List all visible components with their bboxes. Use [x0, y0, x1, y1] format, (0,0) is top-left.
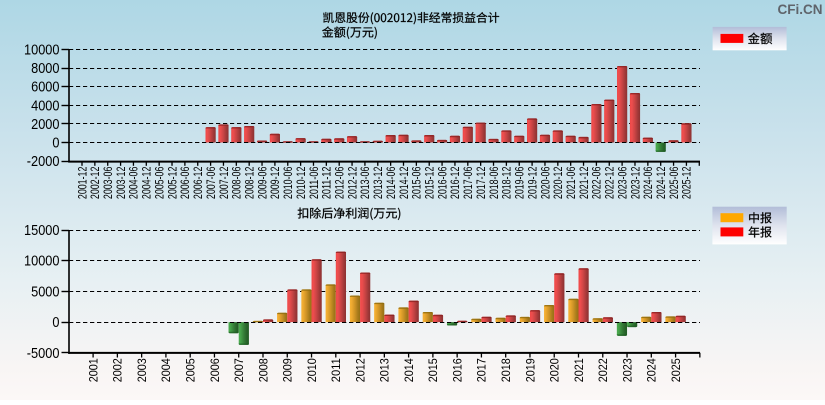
svg-text:2015-06: 2015-06: [412, 167, 424, 200]
svg-text:4000: 4000: [31, 98, 59, 114]
svg-text:2005-06: 2005-06: [155, 167, 167, 200]
svg-text:0: 0: [52, 136, 59, 152]
svg-text:2019-06: 2019-06: [515, 167, 527, 200]
svg-text:2008-06: 2008-06: [232, 167, 244, 200]
svg-text:2006-06: 2006-06: [180, 167, 192, 200]
svg-text:2022-06: 2022-06: [592, 167, 604, 200]
svg-text:2015-12: 2015-12: [425, 167, 437, 200]
svg-text:2002-12: 2002-12: [90, 167, 102, 200]
svg-text:2021-12: 2021-12: [579, 167, 591, 200]
svg-text:2018-06: 2018-06: [489, 167, 501, 200]
svg-text:2004: 2004: [161, 358, 173, 383]
svg-text:2000: 2000: [31, 117, 59, 133]
svg-text:2020: 2020: [550, 358, 562, 382]
svg-text:2011: 2011: [331, 358, 343, 382]
svg-text:10000: 10000: [24, 43, 60, 59]
svg-text:2004-12: 2004-12: [142, 167, 154, 200]
svg-text:2008-12: 2008-12: [245, 167, 257, 200]
svg-text:6000: 6000: [31, 80, 59, 96]
svg-text:2002: 2002: [113, 358, 125, 382]
svg-text:2014-12: 2014-12: [399, 167, 411, 200]
svg-text:2010: 2010: [307, 358, 319, 382]
svg-text:2022-12: 2022-12: [605, 167, 617, 200]
svg-text:2006-12: 2006-12: [193, 167, 205, 200]
svg-text:2016-12: 2016-12: [450, 167, 462, 200]
svg-text:2018: 2018: [501, 358, 513, 382]
svg-text:2021-06: 2021-06: [566, 167, 578, 200]
svg-text:2011-12: 2011-12: [322, 167, 334, 200]
svg-text:2007-12: 2007-12: [219, 167, 231, 200]
svg-text:2009: 2009: [283, 358, 295, 382]
svg-text:2016: 2016: [452, 358, 464, 382]
svg-text:2005-12: 2005-12: [167, 167, 179, 200]
svg-text:2025-06: 2025-06: [669, 167, 681, 200]
svg-text:2019-12: 2019-12: [527, 167, 539, 200]
svg-text:2012: 2012: [355, 358, 367, 382]
svg-text:2013-06: 2013-06: [360, 167, 372, 200]
svg-text:-2000: -2000: [27, 154, 60, 170]
svg-text:2023-06: 2023-06: [617, 167, 629, 200]
svg-text:2020-06: 2020-06: [540, 167, 552, 200]
svg-text:2020-12: 2020-12: [553, 167, 565, 200]
svg-text:2016-06: 2016-06: [437, 167, 449, 200]
svg-text:2025: 2025: [671, 358, 683, 382]
svg-text:2011-06: 2011-06: [309, 167, 321, 200]
svg-text:8000: 8000: [31, 61, 59, 77]
svg-text:2014-06: 2014-06: [386, 167, 398, 200]
svg-text:2023: 2023: [622, 358, 634, 382]
svg-text:2003-06: 2003-06: [103, 167, 115, 200]
svg-text:2007-06: 2007-06: [206, 167, 218, 200]
svg-text:2006: 2006: [210, 358, 222, 382]
svg-text:2004-06: 2004-06: [129, 167, 141, 200]
svg-text:CFi.CN: CFi.CN: [778, 2, 823, 17]
svg-text:2017: 2017: [477, 358, 489, 382]
svg-text:0: 0: [52, 315, 59, 331]
svg-text:2005: 2005: [186, 358, 198, 382]
svg-text:10000: 10000: [24, 254, 60, 270]
svg-text:2009-12: 2009-12: [270, 167, 282, 200]
svg-text:2017-12: 2017-12: [476, 167, 488, 200]
svg-text:2008: 2008: [258, 358, 270, 382]
svg-text:2014: 2014: [404, 358, 416, 383]
svg-text:2003: 2003: [137, 358, 149, 382]
svg-text:2010-12: 2010-12: [296, 167, 308, 200]
svg-text:2013-12: 2013-12: [373, 167, 385, 200]
svg-text:2012-06: 2012-06: [335, 167, 347, 200]
svg-text:2001-12: 2001-12: [77, 167, 89, 200]
svg-text:-5000: -5000: [27, 346, 60, 362]
svg-text:2024-06: 2024-06: [643, 167, 655, 200]
svg-text:2003-12: 2003-12: [116, 167, 128, 200]
svg-text:2007: 2007: [234, 358, 246, 382]
svg-text:2025-12: 2025-12: [682, 167, 694, 200]
svg-text:2021: 2021: [574, 358, 586, 382]
svg-text:2009-06: 2009-06: [257, 167, 269, 200]
svg-text:2015: 2015: [428, 358, 440, 382]
svg-text:2017-06: 2017-06: [463, 167, 475, 200]
svg-text:2010-06: 2010-06: [283, 167, 295, 200]
svg-text:2001: 2001: [88, 358, 100, 382]
svg-text:2022: 2022: [598, 358, 610, 382]
svg-text:2024-12: 2024-12: [656, 167, 668, 200]
svg-text:15000: 15000: [24, 223, 60, 239]
svg-text:2012-12: 2012-12: [347, 167, 359, 200]
svg-text:2019: 2019: [525, 358, 537, 382]
svg-text:5000: 5000: [31, 284, 59, 300]
svg-text:2023-12: 2023-12: [630, 167, 642, 200]
svg-text:2024: 2024: [647, 358, 659, 383]
svg-text:2013: 2013: [380, 358, 392, 382]
svg-text:2018-12: 2018-12: [502, 167, 514, 200]
